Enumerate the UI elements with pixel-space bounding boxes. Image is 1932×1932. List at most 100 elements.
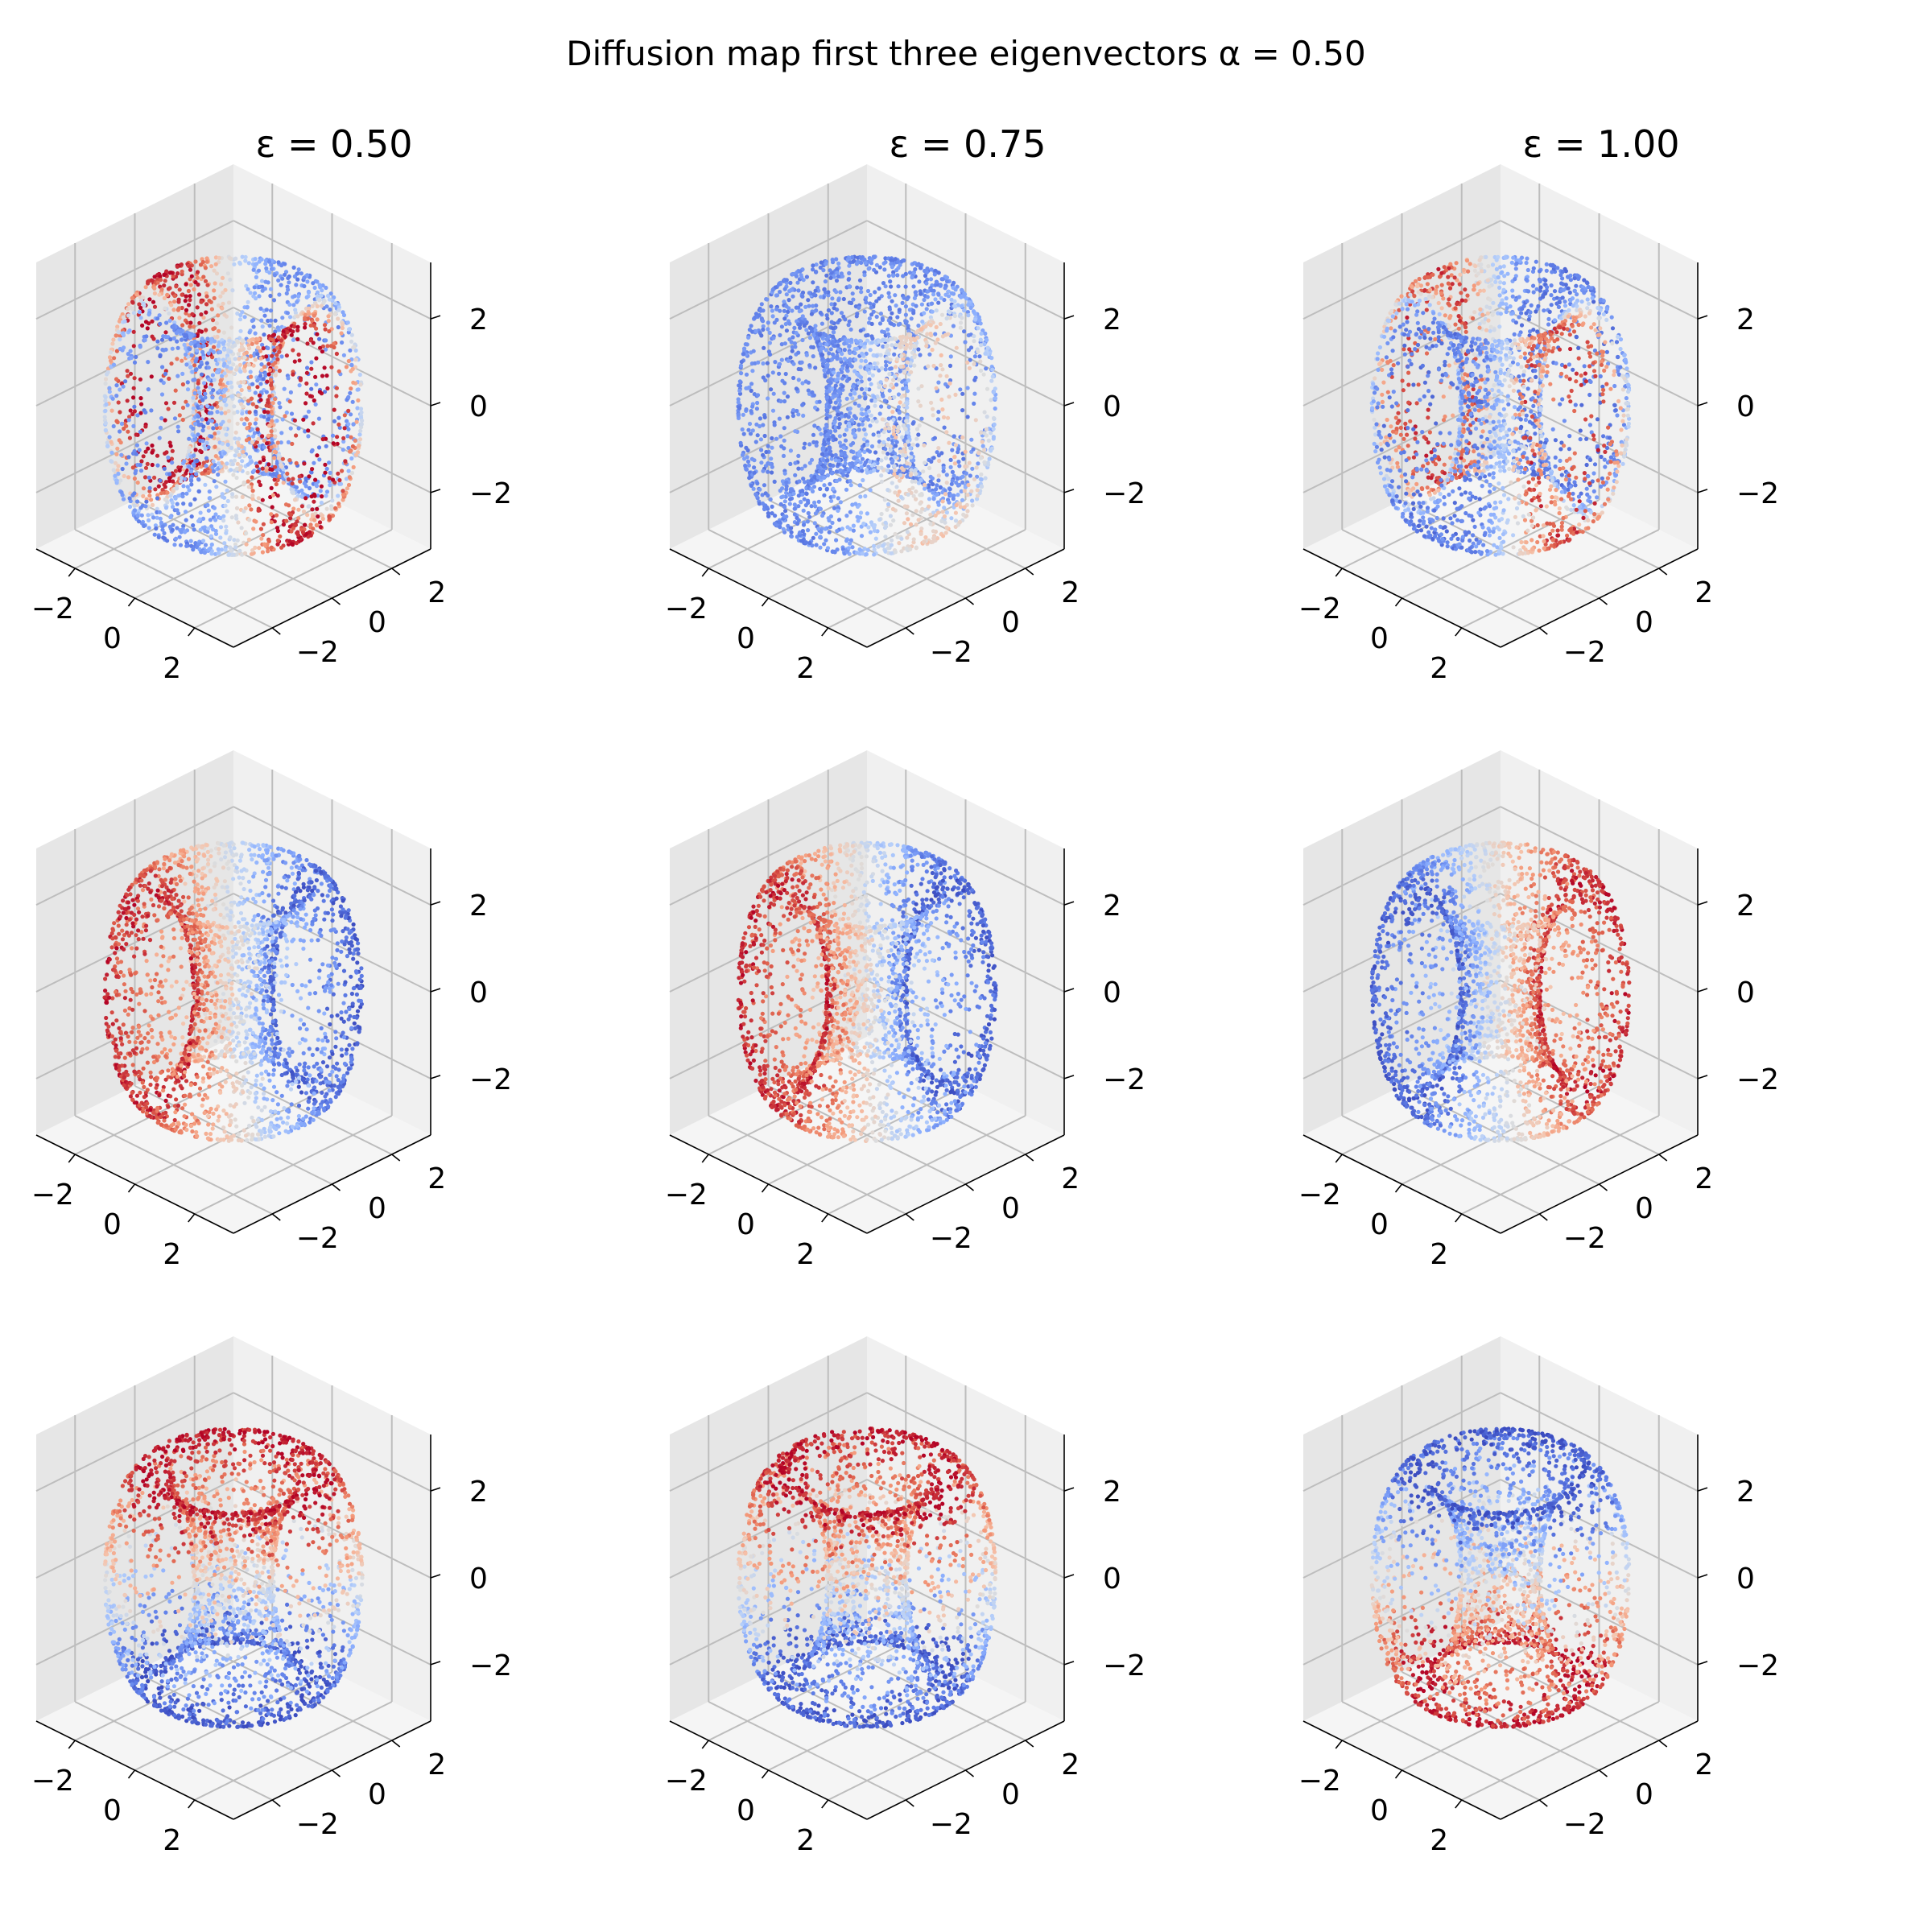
data-point xyxy=(107,435,112,440)
data-point xyxy=(143,449,148,454)
data-point xyxy=(762,345,766,350)
data-point xyxy=(192,437,197,442)
data-point xyxy=(848,411,852,415)
data-point xyxy=(766,493,770,498)
data-point xyxy=(132,503,137,508)
data-point xyxy=(168,444,173,448)
data-point xyxy=(811,263,815,268)
data-point xyxy=(782,316,787,321)
data-point xyxy=(188,365,193,369)
data-point xyxy=(806,510,811,516)
data-point xyxy=(176,429,181,434)
data-point xyxy=(879,479,884,484)
data-point xyxy=(905,461,910,466)
data-point xyxy=(842,341,847,346)
data-point xyxy=(989,448,993,453)
data-point xyxy=(898,369,902,374)
data-point xyxy=(211,426,216,431)
data-point xyxy=(886,405,891,410)
data-point xyxy=(107,390,112,394)
data-point xyxy=(898,400,902,405)
data-point xyxy=(834,538,839,543)
data-point xyxy=(744,372,749,377)
data-point xyxy=(172,294,177,299)
data-point xyxy=(220,441,225,446)
data-point xyxy=(786,298,791,303)
data-point xyxy=(240,411,245,416)
data-point xyxy=(881,543,886,548)
data-point xyxy=(170,460,175,465)
data-point xyxy=(924,307,929,312)
data-point xyxy=(792,341,798,346)
data-point xyxy=(279,263,284,268)
data-point xyxy=(276,278,281,283)
data-point xyxy=(203,279,208,283)
data-point xyxy=(196,414,201,419)
data-point xyxy=(836,405,841,410)
data-point xyxy=(175,264,180,269)
data-point xyxy=(315,453,320,458)
data-point xyxy=(963,340,968,345)
data-point xyxy=(172,299,177,304)
data-point xyxy=(260,434,265,439)
data-point xyxy=(262,445,266,450)
data-point xyxy=(173,388,178,393)
data-point xyxy=(199,372,204,377)
data-point xyxy=(200,471,204,476)
data-point xyxy=(786,309,791,314)
data-point xyxy=(931,481,935,487)
data-point xyxy=(147,493,152,498)
data-point xyxy=(286,376,291,381)
data-point xyxy=(294,460,299,466)
data-point xyxy=(340,340,345,345)
data-point xyxy=(831,334,836,339)
data-point xyxy=(121,497,126,502)
data-point xyxy=(166,455,171,460)
data-point xyxy=(124,461,129,466)
data-point xyxy=(943,520,947,525)
data-point xyxy=(935,279,939,285)
data-point xyxy=(741,412,745,417)
data-point xyxy=(906,378,911,383)
data-point xyxy=(226,342,231,347)
data-point xyxy=(886,464,891,469)
data-point xyxy=(184,311,188,316)
data-point xyxy=(209,405,215,410)
data-point xyxy=(266,462,271,467)
data-point xyxy=(138,396,143,401)
data-point xyxy=(195,270,200,275)
data-point xyxy=(846,467,851,472)
data-point xyxy=(168,514,173,520)
data-point xyxy=(960,391,965,396)
data-point xyxy=(275,542,280,547)
data-point xyxy=(863,341,868,346)
data-point xyxy=(959,295,964,299)
data-point xyxy=(170,346,175,351)
data-point xyxy=(324,493,328,498)
data-point xyxy=(313,374,318,379)
data-point xyxy=(993,406,997,411)
data-point xyxy=(824,290,828,295)
data-point xyxy=(230,462,235,467)
data-point xyxy=(228,545,233,550)
data-point xyxy=(284,353,289,358)
data-point xyxy=(180,371,185,376)
data-point xyxy=(159,416,164,421)
data-point xyxy=(306,409,312,414)
data-point xyxy=(130,411,135,417)
data-point xyxy=(204,456,209,460)
data-point xyxy=(890,336,894,341)
data-point xyxy=(774,293,780,298)
data-point xyxy=(762,415,767,420)
data-point xyxy=(270,353,275,358)
data-point xyxy=(314,356,319,361)
data-point xyxy=(180,323,185,328)
data-point xyxy=(965,415,970,419)
data-point xyxy=(246,398,251,403)
data-point xyxy=(778,525,782,530)
data-point xyxy=(204,294,209,299)
data-point xyxy=(306,290,312,295)
data-point xyxy=(993,396,998,401)
data-point xyxy=(770,314,775,319)
data-point xyxy=(246,299,250,304)
